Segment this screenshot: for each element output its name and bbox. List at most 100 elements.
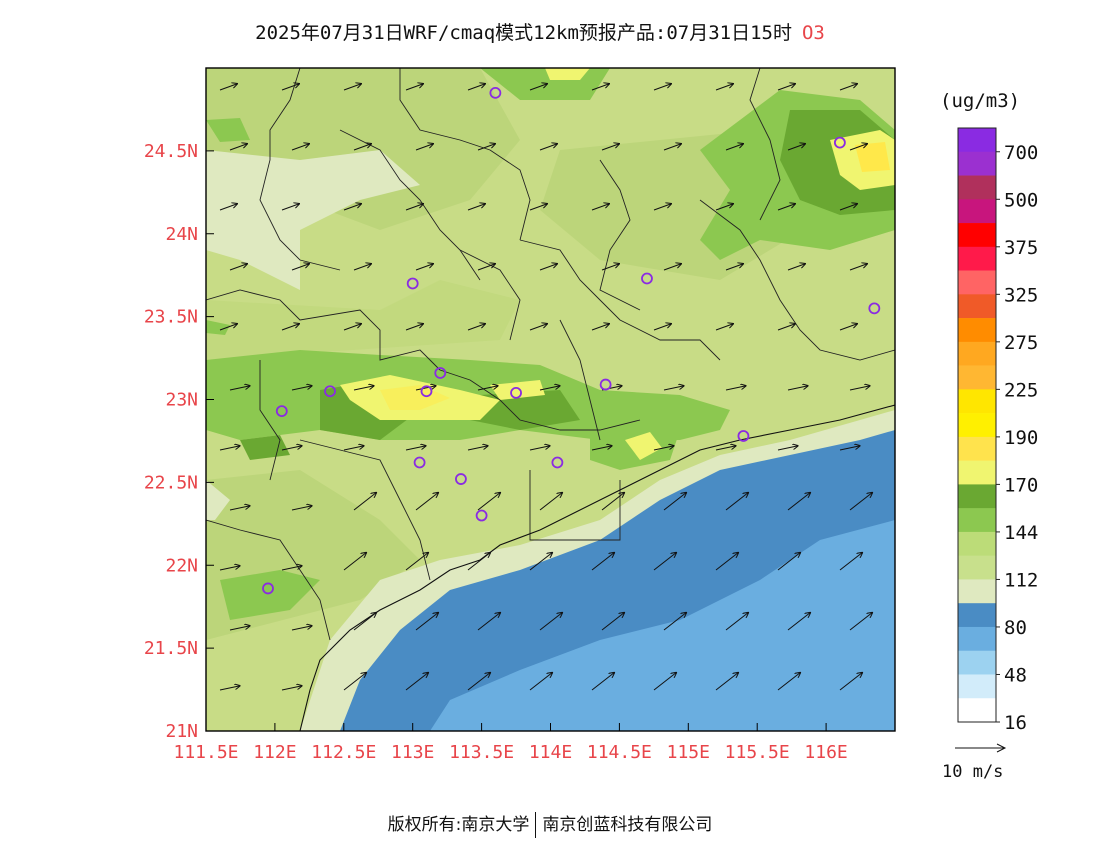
- station-marker: [641, 272, 653, 285]
- station-marker: [434, 367, 447, 379]
- legend-label: 375: [1004, 237, 1038, 259]
- wind-arrow: [529, 553, 552, 571]
- wind-arrow: [405, 553, 428, 571]
- color-legend: 700 500 375 325 275 225 190 170 144 112 80 48 16: [957, 127, 1038, 734]
- wind-arrow: [653, 324, 671, 331]
- wind-arrow: [601, 144, 619, 151]
- wind-arrow: [653, 673, 676, 691]
- wind-arrow: [777, 84, 795, 91]
- wind-arrow: [415, 493, 438, 511]
- x-tick-label: 116E: [804, 742, 847, 763]
- wind-arrow: [353, 613, 376, 631]
- wind-arrow: [477, 264, 495, 271]
- wind-arrow: [281, 446, 302, 451]
- wind-arrow: [529, 324, 547, 331]
- title-main: 2025年07月31日WRF/cmaq模式12km预报产品:07月31日15时: [255, 22, 792, 44]
- wind-arrow: [229, 386, 250, 391]
- station-marker: [489, 86, 502, 99]
- wind-arrow: [405, 446, 426, 451]
- wind-arrow: [291, 264, 309, 271]
- station-marker: [551, 456, 564, 469]
- wind-arrow: [539, 386, 560, 391]
- wind-arrow: [653, 84, 671, 91]
- wind-arrow: [715, 673, 738, 691]
- x-tick-label: 113E: [391, 742, 434, 763]
- wind-arrow: [467, 204, 485, 211]
- legend-swatch: [958, 389, 996, 414]
- wind-arrow: [591, 204, 609, 211]
- wind-arrow: [777, 446, 798, 451]
- legend-label: 112: [1004, 569, 1038, 591]
- wind-arrow: [405, 324, 423, 331]
- station-marker: [262, 582, 274, 595]
- wind-arrow: [415, 613, 438, 631]
- wind-arrow: [343, 324, 361, 331]
- wind-arrow: [529, 446, 550, 451]
- wind-arrow: [281, 566, 302, 571]
- y-tick-label: 22.5N: [144, 472, 198, 493]
- wind-arrow: [591, 324, 609, 331]
- legend-swatch: [958, 436, 996, 461]
- legend-label: 80: [1004, 617, 1027, 639]
- wind-vectors: [219, 84, 872, 691]
- wind-arrow: [591, 673, 614, 691]
- station-marker: [833, 136, 846, 149]
- legend-swatch: [958, 508, 996, 533]
- wind-arrow: [343, 204, 361, 211]
- wind-arrow: [529, 673, 552, 691]
- legend-swatch: [958, 674, 996, 699]
- wind-arrow: [219, 686, 240, 691]
- station-marker: [406, 277, 419, 290]
- wind-arrow: [353, 264, 371, 271]
- station-marker: [510, 386, 522, 399]
- wind-arrow: [591, 446, 612, 451]
- wind-arrow: [405, 673, 428, 691]
- wind-arrow: [787, 613, 810, 631]
- y-tick-label: 23N: [165, 390, 198, 411]
- y-tick-label: 22N: [165, 555, 198, 576]
- wind-arrow: [839, 324, 857, 331]
- wind-arrow: [653, 553, 676, 571]
- wind-arrow: [849, 264, 867, 271]
- wind-arrow: [477, 613, 500, 631]
- legend-label: 275: [1004, 332, 1038, 354]
- wind-arrow: [839, 446, 860, 451]
- pollutant-label: O3: [801, 22, 825, 44]
- legend-swatch: [958, 246, 996, 271]
- x-tick-label: 114.5E: [587, 742, 652, 763]
- wind-arrow: [663, 613, 686, 631]
- legend-label: 700: [1004, 142, 1038, 164]
- x-tick-label: 111.5E: [173, 742, 238, 763]
- wind-arrow: [663, 386, 684, 391]
- wind-arrow: [291, 386, 312, 391]
- x-tick-label: 112.5E: [311, 742, 376, 763]
- legend-swatch: [958, 484, 996, 509]
- y-tick-label: 24.5N: [144, 141, 198, 162]
- legend-swatch: [958, 175, 996, 200]
- wind-arrow: [591, 84, 609, 91]
- wind-arrow: [653, 204, 671, 211]
- wind-arrow: [787, 264, 805, 271]
- copyright-right: 南京创蓝科技有限公司: [542, 815, 713, 835]
- legend-swatch: [958, 199, 996, 224]
- wind-arrow: [539, 613, 562, 631]
- wind-arrow: [529, 84, 547, 91]
- wind-arrow: [219, 324, 237, 331]
- wind-arrow: [777, 204, 795, 211]
- wind-arrow: [467, 84, 485, 91]
- wind-arrow: [229, 144, 247, 151]
- wind-arrow: [539, 264, 557, 271]
- wind-arrow: [353, 493, 376, 511]
- wind-arrow: [291, 626, 312, 631]
- legend-swatch: [958, 223, 996, 248]
- wind-arrow: [849, 613, 872, 631]
- wind-arrow: [787, 144, 805, 151]
- wind-arrow: [477, 386, 498, 391]
- wind-arrow: [777, 324, 795, 331]
- legend-swatch: [958, 365, 996, 390]
- wind-arrow: [477, 493, 500, 511]
- x-tick-label: 112E: [253, 742, 296, 763]
- station-marker: [475, 509, 488, 522]
- admin-boundaries: [206, 68, 895, 641]
- legend-swatch: [958, 579, 996, 604]
